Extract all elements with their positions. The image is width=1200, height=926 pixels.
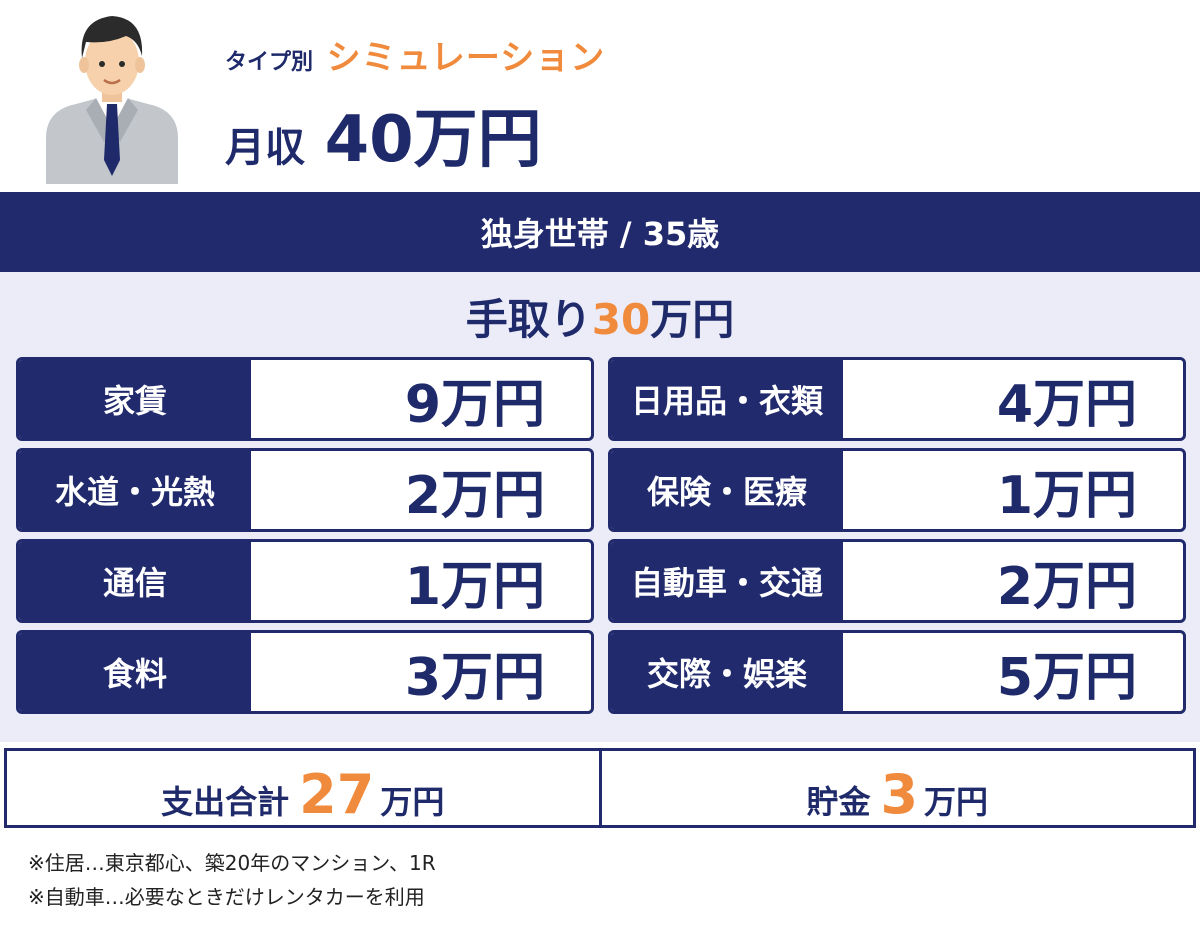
take-home-suffix: 万円 xyxy=(650,295,735,344)
footnote-housing: ※住居…東京都心、築20年のマンション、1R xyxy=(28,851,436,875)
expense-value: 1万円 xyxy=(996,465,1137,526)
type-label: タイプ別 xyxy=(225,50,314,75)
expense-value: 9万円 xyxy=(404,374,545,435)
household-banner: 独身世帯 / 35歳 xyxy=(0,192,1200,272)
expense-row-insurance: 保険・医療 1万円 xyxy=(608,448,1186,532)
take-home-prefix: 手取り xyxy=(465,295,592,344)
simulation-label: シミュレーション xyxy=(326,38,606,78)
footnote-car: ※自動車…必要なときだけレンタカーを利用 xyxy=(28,885,425,909)
businessman-avatar-icon xyxy=(46,16,178,184)
savings-unit: 万円 xyxy=(924,783,989,821)
expense-label: 食料 xyxy=(19,633,251,711)
expense-label: 交際・娯楽 xyxy=(611,633,843,711)
header: タイプ別 シミュレーション 月収 40万円 xyxy=(0,0,1200,190)
expense-value: 4万円 xyxy=(996,374,1137,435)
income-line: 月収 40万円 xyxy=(225,88,542,180)
expense-row-food: 食料 3万円 xyxy=(16,630,594,714)
expense-label: 水道・光熱 xyxy=(19,451,251,529)
banner-text: 独身世帯 / 35歳 xyxy=(480,215,720,253)
expense-label: 家賃 xyxy=(19,360,251,438)
expense-value: 2万円 xyxy=(996,556,1137,617)
footnotes: ※住居…東京都心、築20年のマンション、1R ※自動車…必要なときだけレンタカー… xyxy=(28,846,436,914)
type-line: タイプ別 シミュレーション xyxy=(225,30,605,79)
income-value: 40万円 xyxy=(324,103,542,177)
expense-value: 1万円 xyxy=(404,556,545,617)
expense-value: 2万円 xyxy=(404,465,545,526)
expense-row-transport: 自動車・交通 2万円 xyxy=(608,539,1186,623)
total-expense-number: 27 xyxy=(299,763,375,826)
expense-row-rent: 家賃 9万円 xyxy=(16,357,594,441)
expense-value: 5万円 xyxy=(996,647,1137,708)
expense-row-utilities: 水道・光熱 2万円 xyxy=(16,448,594,532)
expense-label: 保険・医療 xyxy=(611,451,843,529)
expense-label: 自動車・交通 xyxy=(611,542,843,620)
expense-value: 3万円 xyxy=(404,647,545,708)
summary-bar: 支出合計 27 万円 貯金 3 万円 xyxy=(4,748,1196,828)
savings-number: 3 xyxy=(880,763,919,826)
total-expense-label: 支出合計 xyxy=(161,783,290,821)
income-label: 月収 xyxy=(225,125,305,171)
savings-label: 貯金 xyxy=(806,783,871,821)
expense-label: 通信 xyxy=(19,542,251,620)
take-home-pay: 手取り30万円 xyxy=(0,286,1200,347)
expense-row-entertainment: 交際・娯楽 5万円 xyxy=(608,630,1186,714)
take-home-number: 30 xyxy=(591,295,651,344)
expense-label: 日用品・衣類 xyxy=(611,360,843,438)
total-expense-unit: 万円 xyxy=(380,783,445,821)
total-expense: 支出合計 27 万円 xyxy=(7,751,599,826)
expense-row-communication: 通信 1万円 xyxy=(16,539,594,623)
savings: 貯金 3 万円 xyxy=(598,751,1194,826)
expense-row-daily-goods: 日用品・衣類 4万円 xyxy=(608,357,1186,441)
